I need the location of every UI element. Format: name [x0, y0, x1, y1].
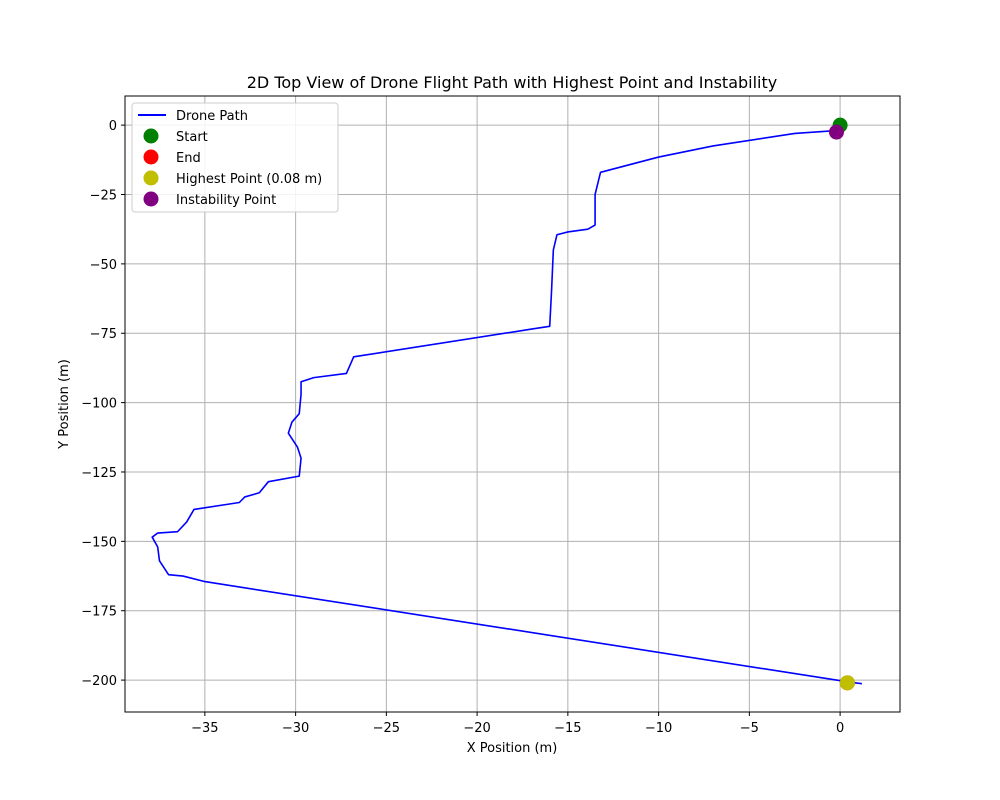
legend-box: [131, 102, 339, 213]
y-tick-label: −100: [81, 397, 117, 412]
legend: Drone Path Start End Highest Point (0.08…: [131, 102, 339, 213]
x-tick-label: −20: [463, 721, 490, 736]
x-tick-label: −35: [191, 721, 218, 736]
legend-marker-highest-point: [143, 170, 159, 186]
legend-label-instability-point: Instability Point: [176, 193, 276, 208]
y-tick-label: −175: [81, 605, 117, 620]
legend-marker-instability-point: [143, 191, 159, 207]
legend-label-drone-path: Drone Path: [176, 109, 248, 124]
x-tick-label: −10: [645, 721, 672, 736]
y-tick-label: 0: [109, 119, 117, 134]
instability-point-marker: [828, 124, 844, 140]
x-tick-label: 0: [836, 721, 844, 736]
drone-path-line: [151, 124, 862, 685]
legend-marker-end: [143, 149, 159, 165]
y-axis-label: Y Position (m): [57, 359, 72, 450]
legend-label-start: Start: [176, 130, 208, 145]
chart-title: 2D Top View of Drone Flight Path with Hi…: [247, 73, 777, 92]
x-axis-ticks: −35 −30 −25 −20 −15 −10 −5 0: [191, 712, 844, 736]
plot-frame: [124, 95, 901, 713]
legend-marker-start: [143, 128, 159, 144]
highest-point-marker: [839, 675, 855, 691]
y-tick-label: −200: [81, 674, 117, 689]
grid: [125, 96, 900, 712]
x-axis-label: X Position (m): [467, 741, 558, 756]
x-tick-label: −15: [554, 721, 581, 736]
x-tick-label: −25: [373, 721, 400, 736]
legend-label-end: End: [176, 151, 201, 166]
y-axis-ticks: 0 −25 −50 −75 −100 −125 −150 −175 −200: [81, 119, 125, 689]
y-tick-label: −125: [81, 466, 117, 481]
legend-label-highest-point: Highest Point (0.08 m): [176, 172, 322, 187]
y-tick-label: −50: [90, 258, 117, 273]
plot-series: [151, 117, 862, 691]
y-tick-label: −150: [81, 535, 117, 550]
x-tick-label: −30: [282, 721, 309, 736]
y-tick-label: −75: [90, 327, 117, 342]
x-tick-label: −5: [740, 721, 759, 736]
y-tick-label: −25: [90, 189, 117, 204]
